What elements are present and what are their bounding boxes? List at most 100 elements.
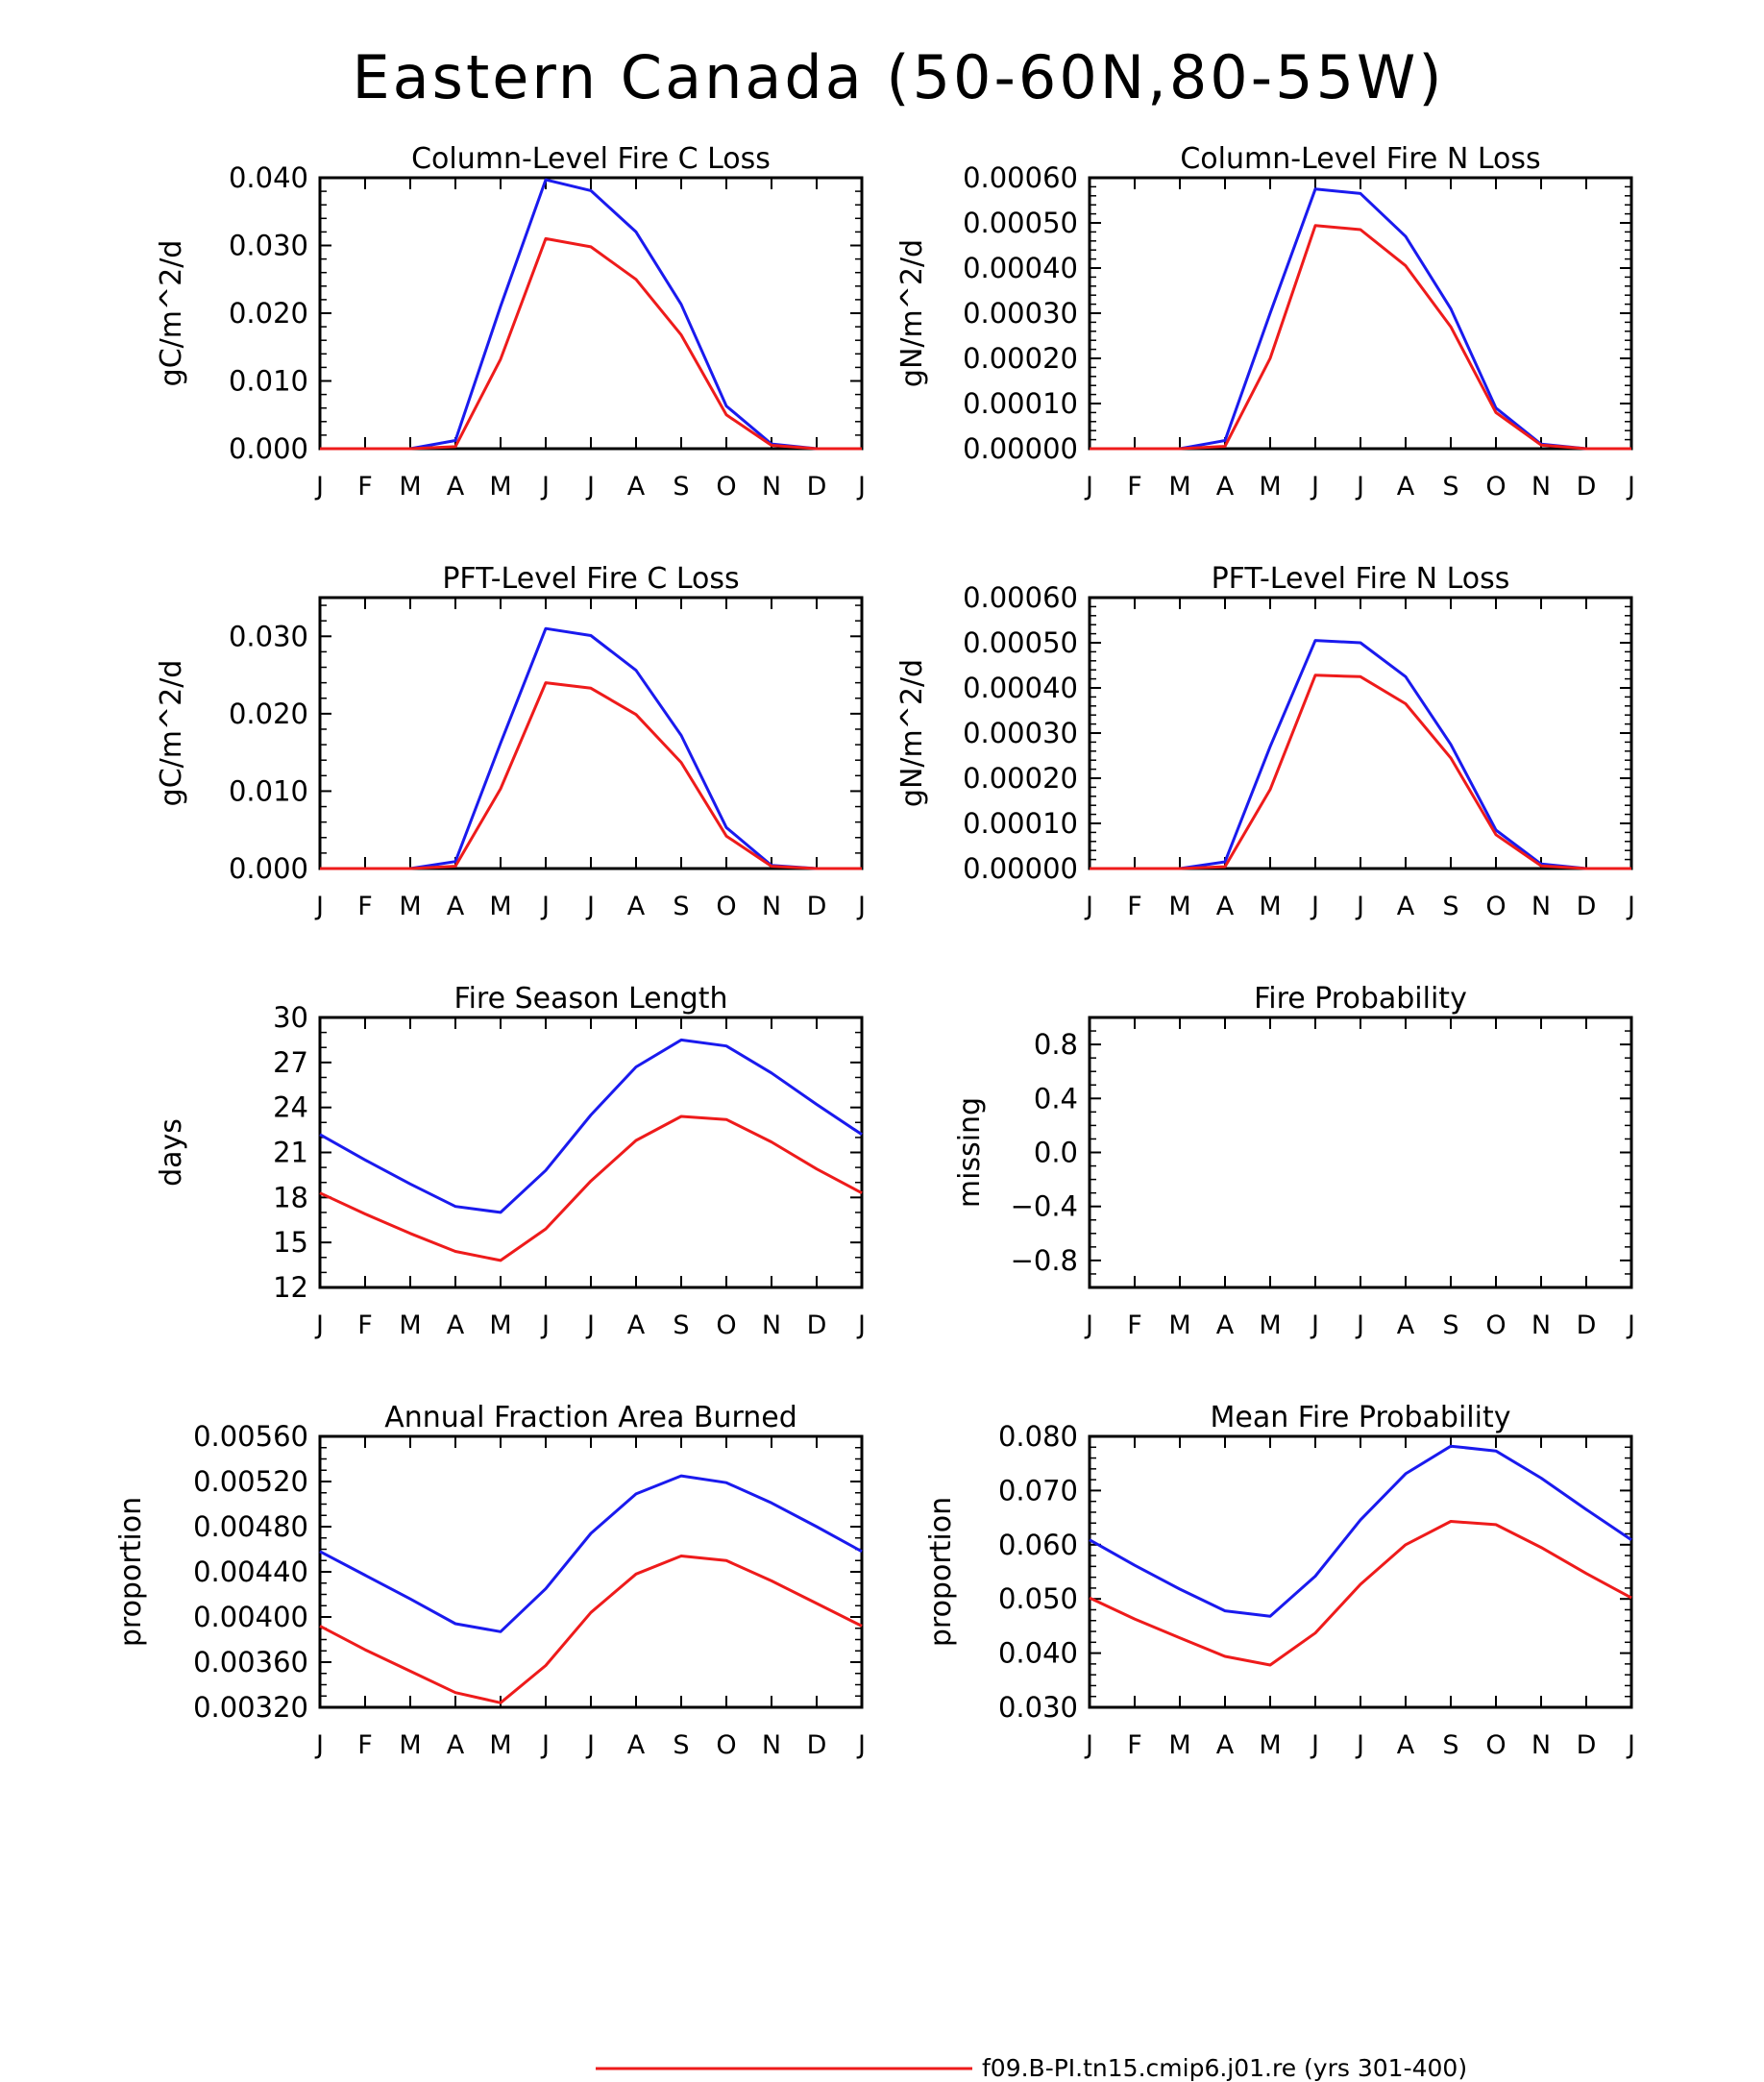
x-tick-label: M (489, 1310, 511, 1340)
chart-panel-area: J F M A M J J A S O N D J0.003200.003600.004000.0044… (114, 1401, 866, 1760)
y-tick-label: 0.020 (229, 698, 308, 730)
y-axis-label: proportion (114, 1497, 148, 1647)
y-tick-label: 0.00440 (193, 1555, 308, 1588)
x-tick-label: A (447, 1730, 465, 1760)
series-line-blue (319, 1474, 863, 1633)
x-tick-label: N (762, 472, 781, 502)
x-tick-label: J (1355, 1730, 1364, 1760)
x-tick-label: M (1259, 1310, 1281, 1340)
x-tick-label: O (716, 1730, 736, 1760)
y-tick-label: 12 (273, 1271, 308, 1304)
y-tick-label: −0.4 (1011, 1190, 1078, 1223)
x-tick-label: F (1127, 1310, 1142, 1340)
x-tick-label: O (716, 1310, 736, 1340)
y-tick-label: 24 (273, 1091, 308, 1124)
x-tick-label: J (1355, 1310, 1364, 1340)
x-tick-label: J (314, 892, 324, 921)
y-tick-label: 0.070 (998, 1474, 1078, 1506)
x-tick-label: S (1442, 1310, 1458, 1340)
chart-title: PFT-Level Fire C Loss (442, 562, 739, 596)
y-axis-label: proportion (924, 1497, 958, 1647)
x-tick-label: N (762, 1730, 781, 1760)
x-tick-label: J (585, 472, 595, 502)
chart-panel-col-c: J F M A M J J A S O N D J0.0000.0100.0200.0300.040Co… (155, 142, 866, 502)
x-tick-label: A (627, 1730, 646, 1760)
x-tick-label: S (673, 472, 689, 502)
x-tick-label: A (1216, 472, 1235, 502)
chart-panel-pft-c: J F M A M J J A S O N D J0.0000.0100.0200.030PFT-Lev… (155, 562, 866, 921)
y-tick-label: 0.00020 (963, 762, 1078, 795)
x-tick-label: M (489, 1730, 511, 1760)
figure-title: Eastern Canada (50-60N,80-55W) (352, 42, 1444, 112)
y-axis-label: days (155, 1118, 188, 1187)
chart-title: PFT-Level Fire N Loss (1212, 562, 1510, 596)
x-tick-label: M (399, 1730, 421, 1760)
series-line-red (319, 1555, 863, 1704)
y-tick-label: 0.000 (229, 852, 308, 885)
x-tick-label: M (1168, 1310, 1190, 1340)
x-tick-label: M (1259, 892, 1281, 921)
x-tick-label: J (585, 892, 595, 921)
y-tick-label: 0.00480 (193, 1510, 308, 1543)
x-tick-label: D (1577, 892, 1597, 921)
y-tick-label: 0.040 (998, 1637, 1078, 1670)
x-tick-label: J (1084, 1730, 1093, 1760)
y-tick-label: 0.050 (998, 1582, 1078, 1615)
x-tick-label: O (716, 892, 736, 921)
x-tick-label: J (314, 1310, 324, 1340)
x-tick-label: O (1485, 1730, 1506, 1760)
x-tick-label: F (1127, 472, 1142, 502)
x-tick-label: O (1485, 892, 1506, 921)
y-axis-label: gC/m^2/d (155, 660, 188, 807)
y-tick-label: 21 (273, 1137, 308, 1169)
x-tick-label: S (1442, 892, 1458, 921)
y-tick-label: 0.080 (998, 1420, 1078, 1453)
legend: f09.B-PI.tn15.cmip6.j01.re (yrs 301-400) (596, 2054, 1467, 2082)
x-tick-label: J (540, 1730, 550, 1760)
x-tick-label: J (540, 1310, 550, 1340)
y-tick-label: 0.000 (229, 432, 308, 465)
x-tick-label: S (673, 1730, 689, 1760)
x-tick-label: F (357, 472, 373, 502)
x-tick-label: M (399, 472, 421, 502)
x-tick-label: D (807, 1310, 827, 1340)
x-tick-label: D (807, 472, 827, 502)
legend-label: f09.B-PI.tn15.cmip6.j01.re (yrs 301-400) (982, 2054, 1467, 2082)
x-tick-label: J (1355, 892, 1364, 921)
x-tick-label: M (399, 892, 421, 921)
y-tick-label: 0.00040 (963, 252, 1078, 284)
y-tick-label: 0.00060 (963, 161, 1078, 194)
series-line-blue (319, 1038, 863, 1214)
y-tick-label: 0.00020 (963, 342, 1078, 375)
x-tick-label: A (627, 472, 646, 502)
x-tick-label: N (1531, 1730, 1551, 1760)
x-tick-label: J (540, 892, 550, 921)
y-tick-label: 0.00360 (193, 1646, 308, 1678)
x-tick-label: J (1310, 472, 1319, 502)
x-tick-label: J (1310, 1730, 1319, 1760)
x-tick-label: N (762, 892, 781, 921)
x-tick-label: A (1397, 1310, 1415, 1340)
x-tick-label: J (1310, 892, 1319, 921)
y-tick-label: 18 (273, 1181, 308, 1213)
y-tick-label: 0.00400 (193, 1601, 308, 1633)
x-tick-label: A (627, 892, 646, 921)
y-tick-label: 0.00000 (963, 852, 1078, 885)
x-tick-label: N (1531, 892, 1551, 921)
x-tick-label: O (1485, 472, 1506, 502)
x-tick-label: J (585, 1730, 595, 1760)
x-tick-label: J (1084, 1310, 1093, 1340)
series-line-red (1090, 674, 1631, 870)
y-tick-label: 0.010 (229, 774, 308, 807)
y-tick-label: 0.00520 (193, 1465, 308, 1498)
x-tick-label: M (1168, 892, 1190, 921)
y-tick-label: 0.00060 (963, 581, 1078, 614)
chart-panel-mean-prob: J F M A M J J A S O N D J0.0300.0400.0500.0600.0700.… (924, 1401, 1635, 1760)
x-tick-label: A (1216, 1730, 1235, 1760)
y-tick-label: 0.8 (1034, 1028, 1078, 1061)
x-tick-label: J (540, 472, 550, 502)
x-tick-label: N (1531, 1310, 1551, 1340)
y-axis-label: missing (953, 1097, 987, 1208)
x-tick-label: J (1626, 1730, 1635, 1760)
